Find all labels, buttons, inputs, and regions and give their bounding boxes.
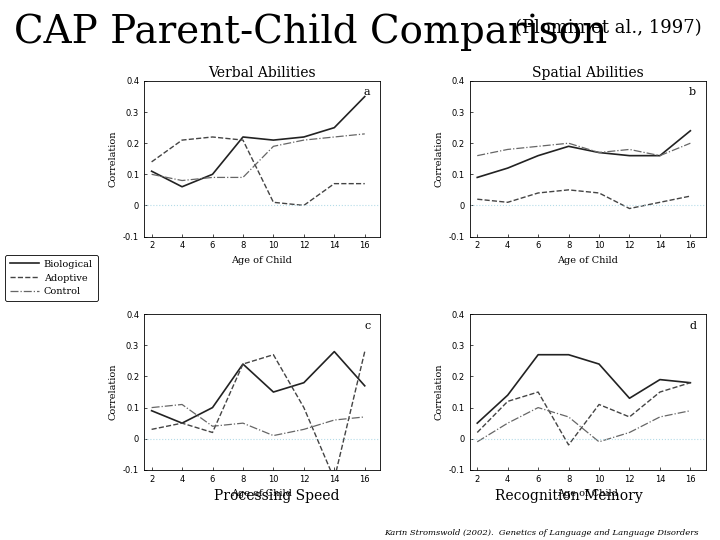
Title: Verbal Abilities: Verbal Abilities bbox=[208, 66, 316, 80]
Legend: Biological, Adoptive, Control: Biological, Adoptive, Control bbox=[5, 255, 98, 301]
X-axis label: Age of Child: Age of Child bbox=[557, 256, 618, 265]
Y-axis label: Correlation: Correlation bbox=[434, 364, 443, 420]
Y-axis label: Correlation: Correlation bbox=[109, 364, 117, 420]
Text: b: b bbox=[689, 87, 696, 97]
Text: CAP Parent-Child Comparison: CAP Parent-Child Comparison bbox=[14, 14, 608, 51]
Text: (Plomin et al., 1997): (Plomin et al., 1997) bbox=[515, 19, 701, 37]
Text: c: c bbox=[364, 321, 371, 330]
Text: Karin Stromswold (2002).  Genetics of Language and Language Disorders: Karin Stromswold (2002). Genetics of Lan… bbox=[384, 529, 698, 537]
Y-axis label: Correlation: Correlation bbox=[109, 131, 117, 187]
X-axis label: Age of Child: Age of Child bbox=[557, 489, 618, 498]
Title: Spatial Abilities: Spatial Abilities bbox=[532, 66, 644, 80]
Text: Processing Speed: Processing Speed bbox=[215, 489, 340, 503]
Text: d: d bbox=[689, 321, 696, 330]
Text: Recognition Memory: Recognition Memory bbox=[495, 489, 643, 503]
Text: a: a bbox=[364, 87, 371, 97]
X-axis label: Age of Child: Age of Child bbox=[232, 256, 292, 265]
Y-axis label: Correlation: Correlation bbox=[434, 131, 443, 187]
X-axis label: Age of Child: Age of Child bbox=[232, 489, 292, 498]
